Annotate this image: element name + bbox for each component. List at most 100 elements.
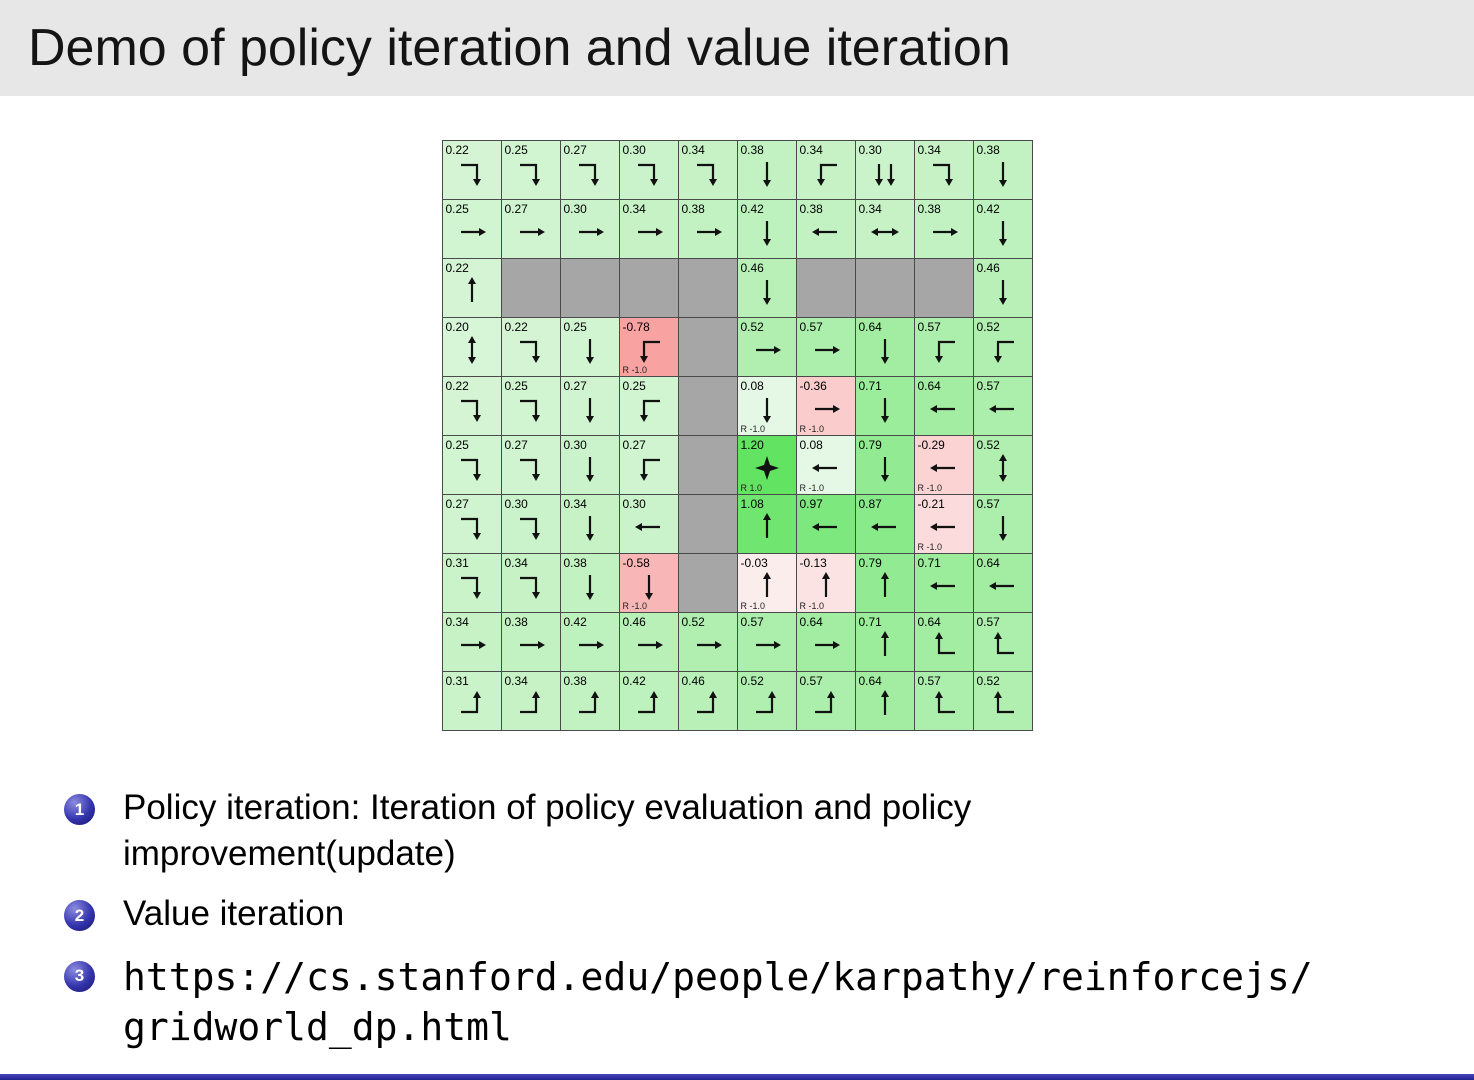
cell-value: 0.46 xyxy=(740,261,764,275)
policy-arrow-ru-icon xyxy=(637,690,658,713)
cell-value: 0.25 xyxy=(504,143,528,157)
cell-value: 0.38 xyxy=(740,143,764,157)
policy-arrow-ld-icon xyxy=(934,340,955,363)
policy-arrow-r-icon xyxy=(755,640,781,649)
policy-arrow-ld-icon xyxy=(816,163,837,186)
grid-cell: 0.46 xyxy=(737,259,796,317)
policy-arrow-rd-icon xyxy=(460,399,481,422)
policy-arrow-d-icon xyxy=(585,456,594,482)
grid-cell: 0.30 xyxy=(501,495,560,553)
policy-arrow-d-icon xyxy=(644,574,653,600)
grid-cell: 0.25 xyxy=(442,436,501,494)
policy-arrow-ud-icon xyxy=(467,335,476,364)
reward-label: R -1.0 xyxy=(740,424,766,434)
cell-value: 1.20 xyxy=(740,438,764,452)
policy-arrow-d-icon xyxy=(880,338,889,364)
cell-value: 0.57 xyxy=(799,674,823,688)
cell-value: 0.34 xyxy=(445,615,469,629)
grid-cell: 0.27 xyxy=(560,377,619,435)
grid-cell: 0.34 xyxy=(501,672,560,730)
cell-value: 0.30 xyxy=(858,143,882,157)
policy-arrow-ru-icon xyxy=(755,690,776,713)
bullet-url: https://cs.stanford.edu/people/karpathy/… xyxy=(123,952,1313,1052)
cell-value: -0.78 xyxy=(622,320,650,334)
cell-value: 0.30 xyxy=(563,202,587,216)
bullet-text: Value iteration xyxy=(123,894,345,934)
policy-arrow-l-icon xyxy=(811,227,837,236)
grid-cell: 0.64 xyxy=(855,672,914,730)
cell-value: 0.27 xyxy=(504,438,528,452)
grid-cell: -0.58 R -1.0 xyxy=(619,554,678,612)
policy-arrow-u-icon xyxy=(762,571,771,597)
wall-cell xyxy=(678,318,737,376)
grid-cell: 0.52 xyxy=(973,436,1032,494)
grid-cell: 0.64 xyxy=(914,613,973,671)
reward-label: R -1.0 xyxy=(740,601,766,611)
wall-cell xyxy=(678,259,737,317)
wall-cell xyxy=(678,554,737,612)
cell-value: -0.13 xyxy=(799,556,827,570)
policy-arrow-rd-icon xyxy=(696,163,717,186)
grid-cell: 0.64 xyxy=(914,377,973,435)
cell-value: 0.38 xyxy=(563,556,587,570)
cell-value: 0.38 xyxy=(799,202,823,216)
policy-arrow-d-icon xyxy=(762,397,771,423)
cell-value: 0.30 xyxy=(622,497,646,511)
grid-cell: 0.38 xyxy=(560,554,619,612)
grid-cell: 0.64 xyxy=(855,318,914,376)
policy-arrow-l-icon xyxy=(929,463,955,472)
grid-cell: 0.22 xyxy=(442,141,501,199)
page-title: Demo of policy iteration and value itera… xyxy=(28,19,1011,77)
policy-arrow-r-icon xyxy=(519,640,545,649)
wall-cell xyxy=(501,259,560,317)
grid-cell: 0.34 xyxy=(560,495,619,553)
list-item-url: 3 https://cs.stanford.edu/people/karpath… xyxy=(64,952,1474,1052)
cell-value: 0.31 xyxy=(445,556,469,570)
cell-value: 0.27 xyxy=(445,497,469,511)
grid-cell: 0.25 xyxy=(442,200,501,258)
grid-cell: 0.25 xyxy=(560,318,619,376)
grid-cell: 0.38 xyxy=(914,200,973,258)
cell-value: 0.42 xyxy=(976,202,1000,216)
grid-cell: 0.57 xyxy=(796,672,855,730)
policy-arrow-ld-icon xyxy=(993,340,1014,363)
policy-arrow-l-icon xyxy=(870,522,896,531)
cell-value: 0.22 xyxy=(445,143,469,157)
cell-value: 0.25 xyxy=(445,202,469,216)
wall-cell xyxy=(678,495,737,553)
reward-label: R -1.0 xyxy=(917,542,943,552)
wall-cell xyxy=(796,259,855,317)
grid-cell: 0.57 xyxy=(973,613,1032,671)
cell-value: 0.34 xyxy=(622,202,646,216)
grid-cell: 0.52 xyxy=(737,672,796,730)
policy-arrow-d-icon xyxy=(585,574,594,600)
policy-arrow-l-icon xyxy=(634,522,660,531)
grid-cell: 0.22 xyxy=(442,259,501,317)
cell-value: 0.52 xyxy=(976,320,1000,334)
cell-value: 0.38 xyxy=(976,143,1000,157)
cell-value: 0.64 xyxy=(917,379,941,393)
grid-cell: 0.64 xyxy=(796,613,855,671)
policy-arrow-dd-icon xyxy=(874,163,895,186)
grid-cell: 0.30 xyxy=(560,436,619,494)
policy-arrow-r-icon xyxy=(637,227,663,236)
grid-cell: 0.79 xyxy=(855,554,914,612)
cell-value: 0.71 xyxy=(858,379,882,393)
grid-cell: 0.46 xyxy=(619,613,678,671)
cell-value: 0.64 xyxy=(858,320,882,334)
policy-arrow-u-icon xyxy=(762,512,771,538)
terminal-star-icon xyxy=(754,455,779,480)
grid-cell: 0.38 xyxy=(678,200,737,258)
policy-arrow-lu-icon xyxy=(993,631,1014,654)
item-number-badge: 3 xyxy=(64,960,95,992)
grid-cell: -0.29 R -1.0 xyxy=(914,436,973,494)
cell-value: 0.87 xyxy=(858,497,882,511)
policy-arrow-rd-icon xyxy=(519,340,540,363)
grid-cell: 0.87 xyxy=(855,495,914,553)
cell-value: 0.64 xyxy=(799,615,823,629)
policy-arrow-d-icon xyxy=(762,220,771,246)
policy-arrow-d-icon xyxy=(585,397,594,423)
cell-value: 0.22 xyxy=(445,261,469,275)
grid-cell: 0.46 xyxy=(678,672,737,730)
grid-cell: 1.20 R 1.0 xyxy=(737,436,796,494)
